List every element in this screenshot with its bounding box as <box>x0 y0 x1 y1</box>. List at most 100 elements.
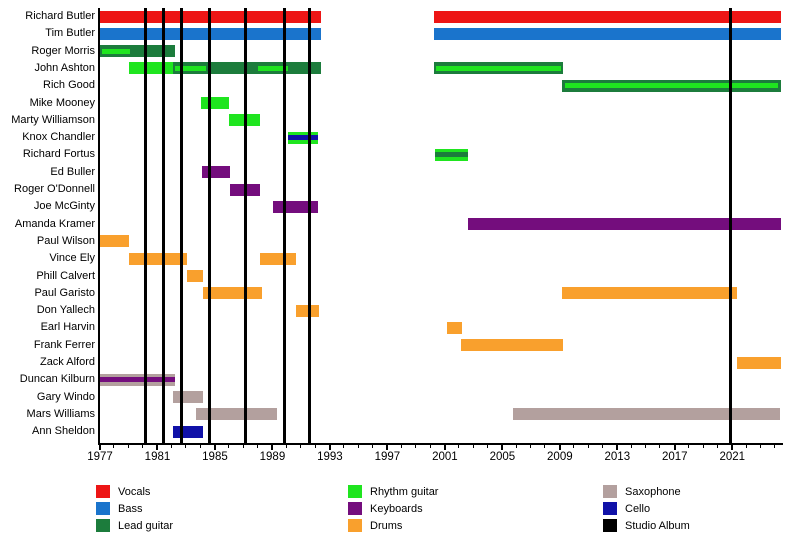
role-stripe-rhythm_guitar <box>564 83 779 89</box>
legend-label: Saxophone <box>625 485 681 498</box>
x-axis-minor-tick <box>544 445 546 448</box>
x-axis-minor-tick <box>357 445 359 448</box>
member-label: Ed Buller <box>50 165 95 178</box>
legend-label: Bass <box>118 502 143 515</box>
x-axis-tick-label: 2001 <box>432 451 458 463</box>
member-label: Amanda Kramer <box>14 217 95 230</box>
legend-label: Studio Album <box>625 519 690 532</box>
x-axis-tick-label: 1977 <box>87 451 113 463</box>
x-axis-minor-tick <box>185 445 187 448</box>
member-label: Richard Fortus <box>22 148 95 161</box>
member-label: Mars Williams <box>26 407 95 420</box>
x-axis-major-tick <box>99 445 101 450</box>
studio-album-line <box>208 8 212 443</box>
x-axis-tick-label: 1997 <box>374 451 401 463</box>
role-stripe-rhythm_guitar <box>258 65 289 71</box>
studio-album-line <box>283 8 287 443</box>
x-axis-major-tick <box>328 445 331 450</box>
timeline-bar-keyboards <box>467 218 782 231</box>
x-axis-major-tick <box>616 445 619 450</box>
timeline-bar-saxophone <box>196 408 277 421</box>
x-axis-minor-tick <box>314 445 316 448</box>
x-axis-minor-tick <box>486 445 488 448</box>
x-axis-major-tick <box>213 445 216 450</box>
x-axis-minor-tick <box>343 445 345 448</box>
x-axis-minor-tick <box>228 445 230 448</box>
member-label: Vince Ely <box>49 252 95 265</box>
x-axis-minor-tick <box>257 445 259 448</box>
timeline-bar-saxophone <box>513 408 780 421</box>
role-stripe-rhythm_guitar <box>175 65 206 71</box>
legend-swatch-drums <box>348 519 362 532</box>
x-axis-tick-label: 2009 <box>547 451 573 463</box>
legend-swatch-lead_guitar <box>96 519 110 532</box>
member-label: Paul Wilson <box>36 234 95 247</box>
timeline-bar-lead_guitar <box>100 45 175 58</box>
studio-album-line <box>308 8 312 443</box>
x-axis-minor-tick <box>702 445 704 448</box>
x-axis-major-tick <box>731 445 734 450</box>
x-axis-major-tick <box>673 445 676 450</box>
member-label: Paul Garisto <box>34 286 95 299</box>
x-axis-major-tick <box>386 445 389 450</box>
timeline-bar-rhythm_guitar <box>128 62 173 75</box>
member-label: Joe McGinty <box>33 200 95 213</box>
member-label: Don Yallech <box>36 304 95 317</box>
x-axis-major-tick <box>271 445 274 450</box>
x-axis-minor-tick <box>242 445 244 448</box>
timeline-bar-bass <box>434 27 782 40</box>
role-stripe-keyboards <box>100 377 175 383</box>
timeline-bar-drums <box>561 287 737 300</box>
legend-label: Lead guitar <box>118 519 174 532</box>
x-axis-minor-tick <box>760 445 762 448</box>
member-label: Roger O'Donnell <box>14 183 95 195</box>
x-axis-minor-tick <box>645 445 647 448</box>
x-axis-minor-tick <box>429 445 431 448</box>
member-label: Gary Windo <box>36 390 95 403</box>
member-label: Richard Butler <box>25 10 95 22</box>
legend-label: Drums <box>370 519 403 532</box>
x-axis-minor-tick <box>688 445 690 448</box>
studio-album-line <box>180 8 184 443</box>
x-axis-tick-label: 2021 <box>719 451 746 463</box>
x-axis-tick-label: 2005 <box>489 451 516 463</box>
x-axis-minor-tick <box>774 445 776 448</box>
timeline-bar-drums <box>128 252 187 265</box>
timeline-bar-vocals <box>434 10 782 23</box>
timeline-bar-cello <box>172 425 203 438</box>
studio-album-line <box>162 8 166 443</box>
member-label: Tim Butler <box>45 27 95 40</box>
timeline-bar-drums <box>202 287 263 300</box>
studio-album-line <box>244 8 248 443</box>
member-label: Phill Calvert <box>36 269 95 282</box>
timeline-bar-drums <box>296 304 320 317</box>
studio-album-line <box>728 8 732 443</box>
legend-swatch-rhythm_guitar <box>348 485 362 498</box>
x-axis-minor-tick <box>170 445 172 448</box>
x-axis-minor-tick <box>659 445 661 448</box>
role-stripe-lead_guitar <box>434 152 468 158</box>
timeline-bar-drums <box>461 339 563 352</box>
x-axis-minor-tick <box>573 445 575 448</box>
plot-area: Richard Butler Tim Butler Roger Morris John… <box>11 8 783 463</box>
studio-album-line <box>144 8 148 443</box>
x-axis-minor-tick <box>530 445 532 448</box>
member-label: Zack Alford <box>39 356 95 368</box>
member-label: Duncan Kilburn <box>19 373 95 386</box>
member-label: John Ashton <box>34 61 95 74</box>
x-axis-minor-tick <box>372 445 374 448</box>
y-axis <box>98 8 100 445</box>
x-axis-tick-label: 2013 <box>604 451 631 463</box>
legend-swatch-keyboards <box>348 502 362 515</box>
x-axis-minor-tick <box>199 445 201 448</box>
x-axis-minor-tick <box>745 445 747 448</box>
role-stripe-rhythm_guitar <box>102 48 131 54</box>
member-label: Frank Ferrer <box>33 338 95 351</box>
x-axis-major-tick <box>558 445 561 450</box>
legend-swatch-saxophone <box>603 485 617 498</box>
member-label: Ann Sheldon <box>32 425 95 438</box>
x-axis-minor-tick <box>285 445 287 448</box>
x-axis-minor-tick <box>458 445 460 448</box>
x-axis-minor-tick <box>142 445 144 448</box>
